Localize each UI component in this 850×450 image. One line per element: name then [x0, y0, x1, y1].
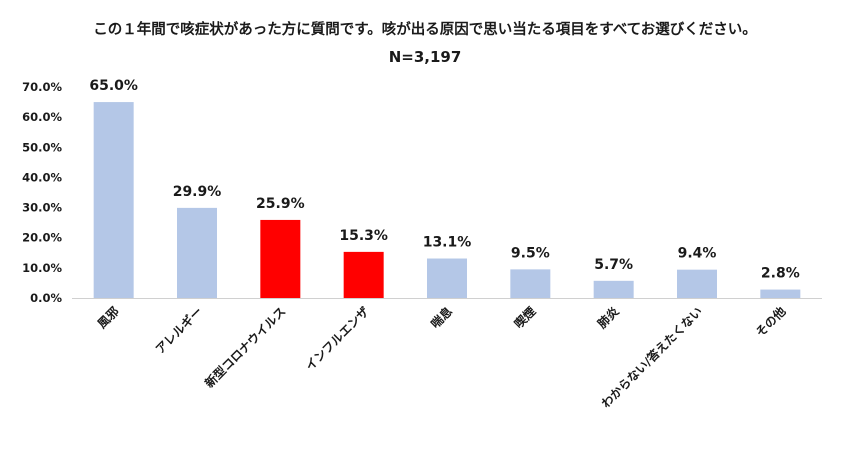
y-tick-label: 10.0% [22, 261, 62, 275]
chart-subtitle: N=3,197 [388, 48, 462, 66]
x-tick-label: 喘息 [428, 304, 456, 332]
data-label: 13.1% [423, 235, 472, 251]
y-tick-label: 30.0% [22, 201, 62, 215]
bar [593, 280, 634, 298]
data-label: 29.9% [173, 184, 222, 200]
data-label: 9.5% [511, 245, 550, 261]
x-tick-label: 喫煙 [511, 304, 539, 332]
x-tick-label: 新型コロナウイルス [201, 304, 288, 391]
data-label: 65.0% [89, 78, 138, 94]
data-label: 25.9% [256, 196, 305, 212]
x-tick-label: 肺炎 [594, 304, 622, 332]
y-tick-label: 40.0% [22, 170, 62, 184]
data-label: 9.4% [678, 246, 717, 262]
y-tick-label: 50.0% [22, 140, 62, 154]
bar [93, 102, 134, 298]
bar [343, 251, 384, 298]
x-tick-label: インフルエンザ [303, 304, 372, 373]
bar [260, 219, 301, 298]
bar [677, 269, 717, 298]
y-tick-label: 60.0% [22, 110, 62, 124]
x-tick-label: 風邪 [95, 304, 122, 331]
bar [427, 258, 467, 298]
bar [760, 289, 801, 298]
x-tick-label: アレルギー [152, 304, 205, 357]
y-tick-label: 70.0% [22, 80, 62, 94]
y-tick-label: 0.0% [30, 291, 62, 305]
data-label: 5.7% [594, 257, 633, 273]
x-tick-label: その他 [752, 304, 788, 340]
data-label: 15.3% [339, 228, 388, 244]
bar [177, 207, 217, 298]
chart-title: この１年間で咳症状があった方に質問です。咳が出る原因で思い当たる項目をすべてお選… [93, 22, 757, 38]
bar [510, 269, 551, 298]
y-tick-label: 20.0% [22, 231, 62, 245]
data-label: 2.8% [761, 266, 800, 282]
